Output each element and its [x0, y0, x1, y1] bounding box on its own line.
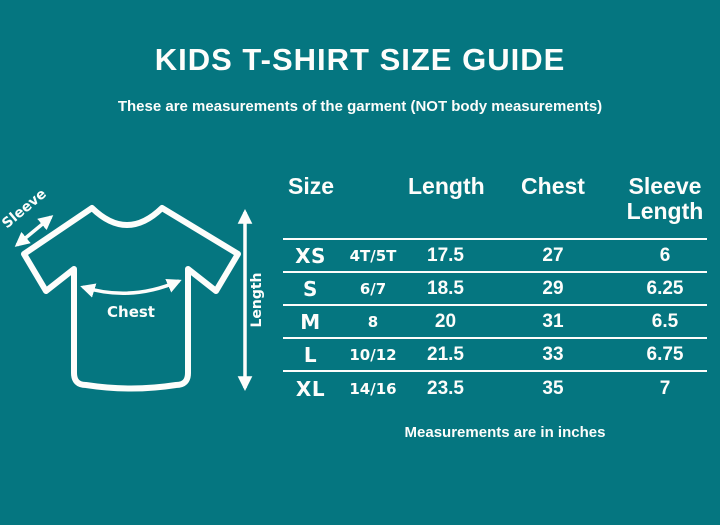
table-row-m: M 8 20 31 6.5	[283, 306, 707, 339]
chest-cell: 29	[542, 277, 564, 299]
column-header-length: Length	[408, 173, 485, 199]
size-cell: XL	[295, 376, 326, 401]
length-label: Length	[249, 272, 265, 327]
length-cell: 20	[434, 310, 457, 332]
length-cell: 23.5	[427, 377, 464, 399]
page-title: KIDS T-SHIRT SIZE GUIDE	[154, 42, 566, 77]
table-row-xl: XL 14/16 23.5 35 7	[283, 372, 707, 405]
chest-cell: 31	[542, 310, 564, 332]
page-subtitle: These are measurements of the garment (N…	[117, 98, 603, 115]
chest-cell: 35	[542, 377, 564, 399]
size-cell: S	[303, 276, 318, 301]
sleeve-length-cell: 6.5	[651, 310, 679, 332]
table-row-l: L 10/12 21.5 33 6.75	[283, 339, 707, 372]
size-cell: L	[303, 342, 318, 367]
chest-cell: 27	[542, 244, 564, 266]
length-cell: 18.5	[427, 277, 464, 299]
chest-arrow	[80, 278, 182, 298]
sleeve-length-cell: 6.75	[646, 343, 684, 365]
length-cell: 21.5	[427, 343, 464, 365]
tshirt-outline	[21, 205, 241, 392]
chest-label: Chest	[107, 303, 155, 321]
size-cell: XS	[295, 243, 326, 268]
age-cell: 14/16	[349, 379, 397, 398]
age-cell: 8	[367, 312, 379, 331]
column-header-size: Size	[288, 173, 335, 199]
age-cell: 10/12	[349, 345, 397, 364]
length-cell: 17.5	[427, 244, 464, 266]
size-table-header: Size Length Chest Sleeve Length	[283, 172, 707, 240]
table-row-s: S 6/7 18.5 29 6.25	[283, 273, 707, 306]
units-footnote: Measurements are in inches	[404, 424, 606, 441]
size-cell: M	[300, 309, 321, 334]
age-cell: 4T/5T	[349, 246, 397, 265]
sleeve-length-cell: 6.25	[646, 277, 684, 299]
size-table: Size Length Chest Sleeve Length XS 4T/5T…	[283, 172, 707, 405]
sleeve-arrow	[14, 215, 54, 247]
sleeve-length-cell: 6	[659, 244, 671, 266]
chest-cell: 33	[542, 343, 564, 365]
column-header-sleeve-length: Sleeve Length	[626, 173, 704, 224]
table-row-xs: XS 4T/5T 17.5 27 6	[283, 240, 707, 273]
sleeve-length-cell: 7	[659, 377, 671, 399]
age-cell: 6/7	[359, 279, 387, 298]
tshirt-diagram: Sleeve Chest Length	[0, 186, 265, 392]
column-header-chest: Chest	[521, 173, 585, 199]
